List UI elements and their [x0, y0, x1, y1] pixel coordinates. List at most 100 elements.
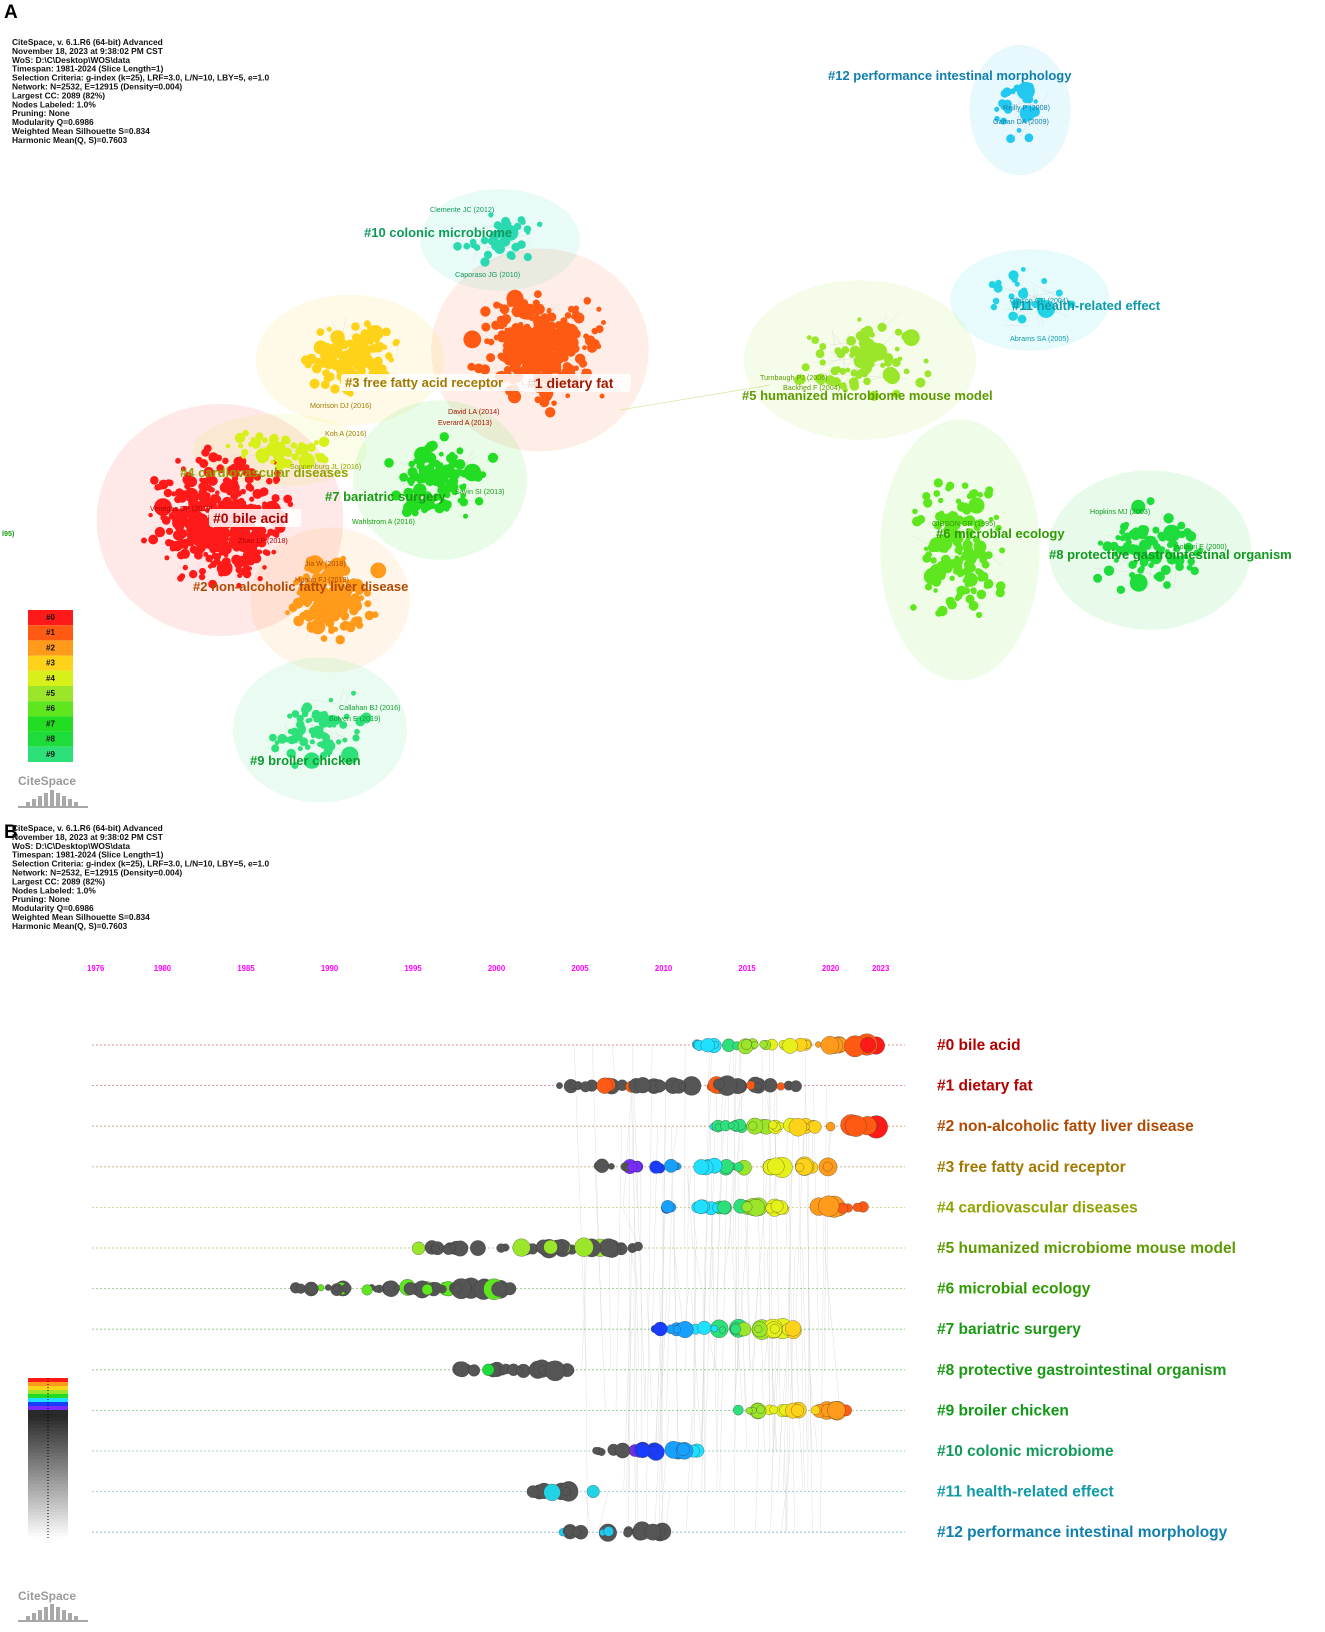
network-node: [429, 502, 436, 510]
network-node: [519, 358, 525, 364]
network-node: [1127, 544, 1139, 555]
legend-swatch: [28, 625, 73, 641]
timeline-node: [623, 1528, 633, 1538]
network-node: [451, 471, 460, 480]
network-node: [457, 497, 463, 504]
timeline-link: [684, 1044, 686, 1249]
network-node: [314, 440, 319, 445]
network-node: [971, 589, 977, 595]
timeline-link: [609, 1247, 611, 1370]
reference-label: Reilly P (2008): [1003, 103, 1050, 112]
network-node: [355, 621, 364, 629]
cluster-label: #6 microbial ecology: [936, 526, 1065, 541]
network-node: [243, 464, 250, 471]
logo-bar: [68, 799, 72, 806]
network-node: [968, 497, 985, 514]
network-node: [523, 253, 532, 262]
network-node: [321, 592, 326, 597]
network-node: [470, 241, 477, 249]
network-node: [359, 347, 366, 354]
network-node: [177, 552, 183, 557]
network-node: [249, 496, 255, 502]
network-node: [182, 505, 188, 512]
timeline-node: [748, 1121, 758, 1131]
network-node: [226, 489, 233, 496]
network-node: [574, 316, 581, 323]
reference-label: Hopkins MJ (2003): [1090, 507, 1150, 516]
timeline-cluster-labels: #0 bile acid #1 dietary fat #2 non-alcohol…: [937, 1037, 1236, 1541]
timeline-link: [656, 1329, 664, 1452]
network-node: [243, 564, 250, 571]
network-node: [271, 494, 280, 503]
cluster-hull: [950, 249, 1110, 351]
network-node: [545, 369, 551, 374]
network-edge: [829, 374, 891, 393]
network-node: [411, 509, 419, 517]
network-node: [309, 378, 320, 389]
network-node: [431, 479, 439, 486]
network-node: [565, 393, 571, 399]
network-node: [1000, 117, 1008, 125]
network-node: [309, 739, 315, 745]
network-node: [354, 728, 360, 735]
year-tick-label: 1985: [237, 964, 255, 973]
network-node: [1158, 532, 1167, 542]
network-node: [963, 540, 973, 550]
info-line: WoS: D:\C\Desktop\WOS\data: [12, 841, 130, 851]
timeline-link: [584, 1247, 588, 1533]
timeline-node: [730, 1323, 741, 1335]
timeline-node: [693, 1199, 709, 1215]
network-node: [304, 361, 312, 369]
logo-bar: [32, 1613, 36, 1620]
network-node: [573, 365, 579, 371]
network-node: [249, 531, 260, 542]
cluster-hull: [1048, 470, 1252, 630]
network-node: [963, 572, 978, 587]
network-node: [332, 568, 340, 576]
network-node: [175, 530, 186, 540]
info-line: WoS: D:\C\Desktop\WOS\data: [12, 55, 130, 65]
network-node: [488, 212, 494, 218]
network-node: [518, 321, 524, 328]
timeline-node: [776, 1082, 785, 1091]
reference-label: Sayin SI (2013): [455, 487, 505, 496]
network-node: [287, 713, 293, 719]
network-node: [496, 315, 505, 324]
network-node: [1163, 581, 1171, 589]
network-node: [417, 477, 424, 484]
network-node: [998, 99, 1007, 108]
cluster-label: #8 protective gastrointestinal organism: [1049, 547, 1292, 562]
timeline-link: [629, 1247, 639, 1289]
colorbar-segment: [28, 1431, 68, 1435]
network-node: [461, 483, 467, 489]
network-node: [1103, 565, 1115, 576]
network-node: [165, 527, 174, 535]
network-node: [533, 341, 539, 348]
network-node: [320, 570, 332, 582]
network-node: [357, 365, 362, 371]
network-node: [1024, 133, 1034, 143]
timeline-link: [685, 1166, 690, 1370]
network-node: [438, 496, 443, 501]
network-node: [318, 436, 330, 447]
timeline-node: [745, 1407, 753, 1415]
legend-label: #9: [46, 750, 55, 759]
network-node: [165, 539, 173, 547]
network-node: [1131, 527, 1142, 538]
network-node: [238, 443, 244, 449]
timeline-link: [585, 1491, 592, 1533]
network-node: [351, 690, 356, 696]
network-node: [545, 407, 556, 418]
logo-bar: [50, 790, 54, 806]
info-line: November 18, 2023 at 9:38:02 PM CST: [12, 46, 164, 56]
network-node: [272, 449, 282, 459]
timeline-link: [673, 1247, 684, 1330]
network-node: [326, 357, 333, 364]
network-node: [1115, 535, 1121, 541]
timeline-node: [454, 1361, 470, 1378]
network-node: [966, 528, 972, 534]
network-node: [564, 312, 572, 319]
network-node: [293, 579, 299, 586]
network-node: [290, 442, 298, 449]
timeline-node: [795, 1162, 805, 1172]
